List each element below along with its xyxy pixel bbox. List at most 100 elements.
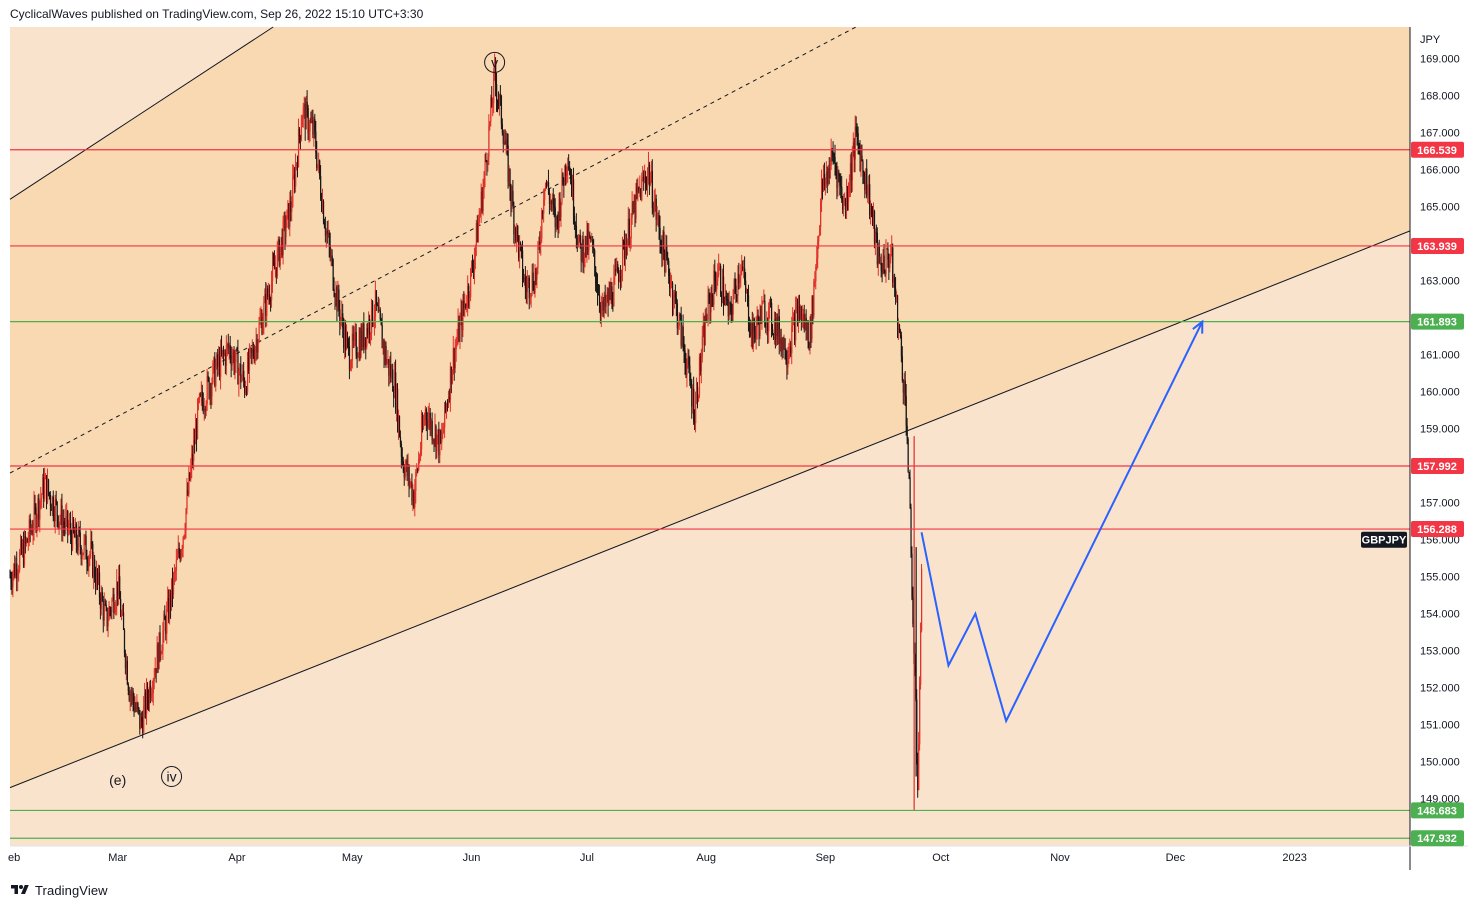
candle-body	[223, 353, 226, 355]
candle-body	[869, 184, 871, 215]
candle-body	[355, 332, 357, 356]
candle-body	[93, 559, 95, 577]
candle-body	[103, 604, 105, 621]
candle-body	[722, 276, 724, 302]
candle-body	[895, 288, 897, 299]
candle-body	[887, 248, 889, 260]
candle-body	[161, 650, 163, 654]
candle-body	[892, 247, 894, 283]
candle-body	[106, 608, 108, 627]
candle-body	[745, 280, 747, 293]
candle-body	[628, 218, 630, 246]
candle-body	[388, 359, 390, 376]
candle-body	[706, 320, 708, 322]
candle-body	[211, 382, 213, 397]
candle-body	[447, 404, 449, 406]
candle-body	[876, 232, 879, 265]
candle-body	[880, 262, 882, 271]
candle-body	[477, 222, 479, 243]
wave-label: iv	[166, 769, 176, 785]
candle-body	[885, 248, 887, 275]
candle-body	[162, 631, 164, 651]
candle-body	[226, 344, 229, 346]
candle-body	[318, 160, 320, 165]
candle-body	[517, 225, 519, 237]
candle-body	[775, 317, 778, 340]
candle-body	[376, 304, 379, 306]
candle-body	[545, 182, 547, 189]
candle-body	[798, 306, 801, 319]
candle-body	[682, 326, 684, 344]
price-level-value: 163.939	[1417, 241, 1457, 253]
candle-body	[891, 247, 893, 255]
candle-body	[744, 268, 746, 281]
candle-body	[322, 201, 324, 211]
candle-body	[11, 583, 13, 588]
candle-body	[30, 529, 32, 532]
candle-body	[326, 230, 329, 235]
candle-body	[631, 202, 633, 218]
candle-body	[241, 377, 243, 383]
candle-body	[424, 409, 427, 420]
candle-body	[817, 241, 819, 259]
candle-body	[524, 277, 527, 289]
candle-body	[324, 227, 327, 236]
candle-body	[663, 231, 665, 252]
candle-body	[63, 521, 65, 525]
candle-body	[110, 610, 112, 613]
candle-body	[104, 604, 106, 606]
channel-fill	[10, 27, 1410, 788]
candle-body	[634, 200, 636, 219]
candle-body	[439, 430, 441, 456]
candle-body	[764, 300, 766, 327]
candle-body	[636, 187, 638, 193]
time-tick: Nov	[1050, 852, 1070, 864]
candle-body	[831, 150, 833, 152]
candle-body	[575, 225, 578, 238]
candle-body	[574, 224, 577, 226]
candle-body	[627, 218, 629, 240]
candle-body	[301, 117, 304, 128]
price-tick: 163.000	[1420, 276, 1460, 288]
candle-body	[88, 557, 90, 568]
candle-body	[75, 524, 78, 545]
candle-body	[523, 277, 526, 281]
forecast-polyline	[920, 321, 1204, 724]
candle-body	[863, 172, 865, 176]
candle-body	[496, 84, 498, 101]
candle-body	[845, 198, 847, 208]
candle-body	[898, 324, 901, 332]
candle-body	[823, 173, 826, 186]
candle-body	[19, 552, 21, 571]
candle-body	[606, 292, 608, 300]
tradingview-logo[interactable]: TradingView	[10, 880, 108, 900]
candle-body	[723, 304, 726, 306]
candle-body	[34, 503, 36, 508]
candle-body	[347, 336, 349, 340]
candle-body	[872, 211, 875, 220]
candle-body	[672, 301, 675, 305]
candle-body	[781, 338, 783, 353]
candle-body	[27, 540, 29, 543]
candle-body	[302, 106, 304, 118]
candle-body	[644, 176, 646, 181]
candle-body	[864, 175, 866, 191]
candle-body	[298, 129, 301, 136]
time-tick: Aug	[696, 852, 716, 864]
candle-body	[862, 161, 864, 173]
candle-body	[588, 234, 590, 251]
candle-body	[204, 408, 206, 411]
candle-body	[522, 277, 525, 281]
candle-body	[786, 361, 788, 368]
candle-body	[894, 278, 896, 289]
candle-body	[344, 326, 346, 348]
candle-body	[806, 321, 808, 331]
candle-body	[131, 691, 133, 696]
candle-body	[126, 660, 129, 685]
candle-body	[77, 528, 79, 551]
candle-body	[74, 524, 77, 538]
candle-body	[593, 247, 595, 251]
candle-body	[331, 255, 333, 260]
candle-body	[383, 340, 385, 356]
